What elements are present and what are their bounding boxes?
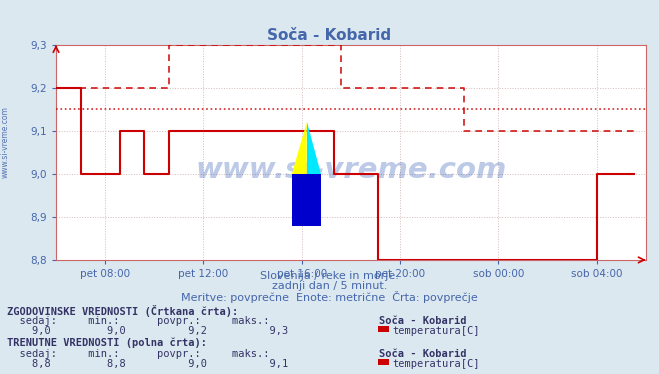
Text: Soča - Kobarid: Soča - Kobarid — [268, 28, 391, 43]
Text: sedaj:     min.:      povpr.:     maks.:: sedaj: min.: povpr.: maks.: — [7, 349, 269, 359]
Text: temperatura[C]: temperatura[C] — [393, 326, 480, 336]
Text: temperatura[C]: temperatura[C] — [393, 359, 480, 369]
Text: TRENUTNE VREDNOSTI (polna črta):: TRENUTNE VREDNOSTI (polna črta): — [7, 337, 206, 348]
Text: Meritve: povprečne  Enote: metrične  Črta: povprečje: Meritve: povprečne Enote: metrične Črta:… — [181, 291, 478, 303]
Text: www.si-vreme.com: www.si-vreme.com — [195, 156, 507, 184]
Text: sedaj:     min.:      povpr.:     maks.:: sedaj: min.: povpr.: maks.: — [7, 316, 269, 326]
Text: Soča - Kobarid: Soča - Kobarid — [379, 349, 467, 359]
Polygon shape — [306, 122, 322, 174]
Text: ZGODOVINSKE VREDNOSTI (Črtkana črta):: ZGODOVINSKE VREDNOSTI (Črtkana črta): — [7, 305, 238, 317]
Text: www.si-vreme.com: www.si-vreme.com — [1, 106, 10, 178]
Text: zadnji dan / 5 minut.: zadnji dan / 5 minut. — [272, 281, 387, 291]
Text: Soča - Kobarid: Soča - Kobarid — [379, 316, 467, 326]
Text: 9,0         9,0          9,2          9,3: 9,0 9,0 9,2 9,3 — [7, 326, 288, 336]
Text: Slovenija / reke in morje.: Slovenija / reke in morje. — [260, 271, 399, 281]
Bar — [292, 174, 322, 226]
Polygon shape — [292, 122, 306, 174]
Text: 8,8         8,8          9,0          9,1: 8,8 8,8 9,0 9,1 — [7, 359, 288, 369]
